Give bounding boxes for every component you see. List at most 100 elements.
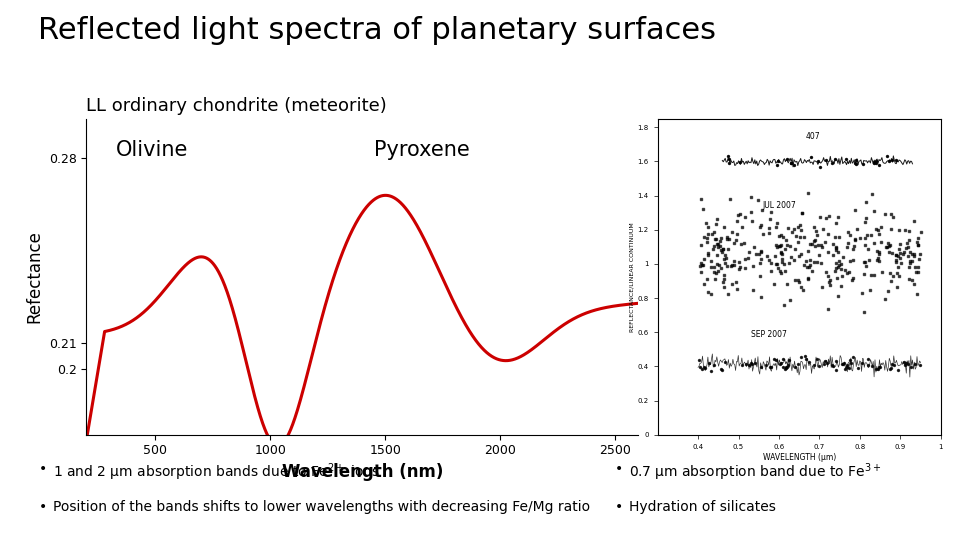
Point [769, 160, 784, 169]
Point [828, 264, 844, 272]
Point [741, 247, 756, 256]
Point [826, 240, 841, 248]
Point [707, 263, 722, 272]
Point [841, 363, 856, 372]
Point [754, 221, 769, 230]
Point [860, 245, 876, 254]
Point [837, 359, 852, 368]
Point [860, 361, 876, 370]
Point [703, 290, 718, 299]
Point [767, 252, 782, 261]
Point [744, 216, 759, 225]
Point [743, 358, 758, 367]
Point [892, 248, 907, 257]
Point [908, 360, 924, 368]
Point [859, 231, 875, 240]
Point [761, 224, 777, 232]
Point [780, 360, 796, 369]
Point [835, 253, 851, 261]
Point [858, 214, 874, 222]
Point [786, 160, 802, 169]
Point [796, 232, 811, 241]
Point [774, 250, 789, 259]
Point [800, 189, 815, 198]
Point [844, 275, 859, 284]
Point [890, 366, 905, 374]
Point [906, 217, 922, 226]
Point [872, 247, 887, 256]
Point [719, 254, 734, 262]
Point [852, 234, 867, 242]
Point [858, 197, 874, 206]
Text: JUL 2007: JUL 2007 [763, 200, 797, 210]
Point [844, 359, 859, 367]
Point [779, 363, 794, 372]
Point [804, 267, 820, 276]
Point [867, 159, 882, 167]
Point [818, 156, 833, 165]
Point [910, 241, 925, 249]
Point [805, 361, 821, 369]
Point [701, 223, 716, 232]
Point [890, 283, 905, 292]
X-axis label: Wavelength (nm): Wavelength (nm) [281, 463, 444, 481]
Point [899, 359, 914, 368]
Point [790, 222, 805, 231]
Point [892, 254, 907, 262]
Point [758, 361, 774, 369]
Point [691, 356, 707, 364]
Point [778, 362, 793, 371]
Point [721, 245, 736, 253]
Point [696, 233, 711, 241]
Point [830, 262, 846, 271]
Point [904, 276, 920, 285]
Point [743, 193, 758, 202]
Point [885, 213, 900, 221]
Point [898, 225, 913, 234]
Point [737, 213, 753, 221]
Point [720, 152, 735, 160]
Point [874, 238, 889, 247]
Point [695, 261, 710, 269]
Point [707, 241, 722, 250]
Point [910, 289, 925, 298]
Point [799, 355, 814, 363]
Point [736, 239, 752, 247]
Point [828, 366, 843, 374]
Point [883, 240, 899, 249]
Point [793, 220, 808, 229]
Point [842, 267, 857, 276]
Point [819, 214, 834, 223]
Point [752, 259, 767, 267]
Point [821, 271, 836, 280]
Point [906, 250, 922, 259]
Point [744, 207, 759, 216]
Point [703, 256, 718, 265]
Point [696, 205, 711, 214]
Point [814, 258, 829, 267]
Point [879, 152, 895, 160]
Point [872, 229, 887, 238]
Point [751, 196, 766, 205]
Point [907, 263, 923, 272]
Point [857, 258, 873, 267]
Point [697, 364, 712, 373]
Point [710, 240, 726, 248]
Point [809, 355, 825, 363]
Point [701, 359, 716, 367]
Point [848, 159, 863, 168]
Text: Reflected light spectra of planetary surfaces: Reflected light spectra of planetary sur… [38, 16, 716, 45]
Point [710, 267, 726, 275]
Point [880, 239, 896, 247]
Point [790, 359, 805, 368]
Point [801, 357, 816, 366]
Point [730, 211, 745, 220]
Point [827, 155, 842, 164]
Point [884, 364, 900, 373]
Point [873, 363, 888, 372]
Point [883, 225, 899, 233]
Point [828, 266, 843, 275]
Point [700, 251, 715, 259]
Point [774, 268, 789, 277]
Point [862, 286, 877, 294]
